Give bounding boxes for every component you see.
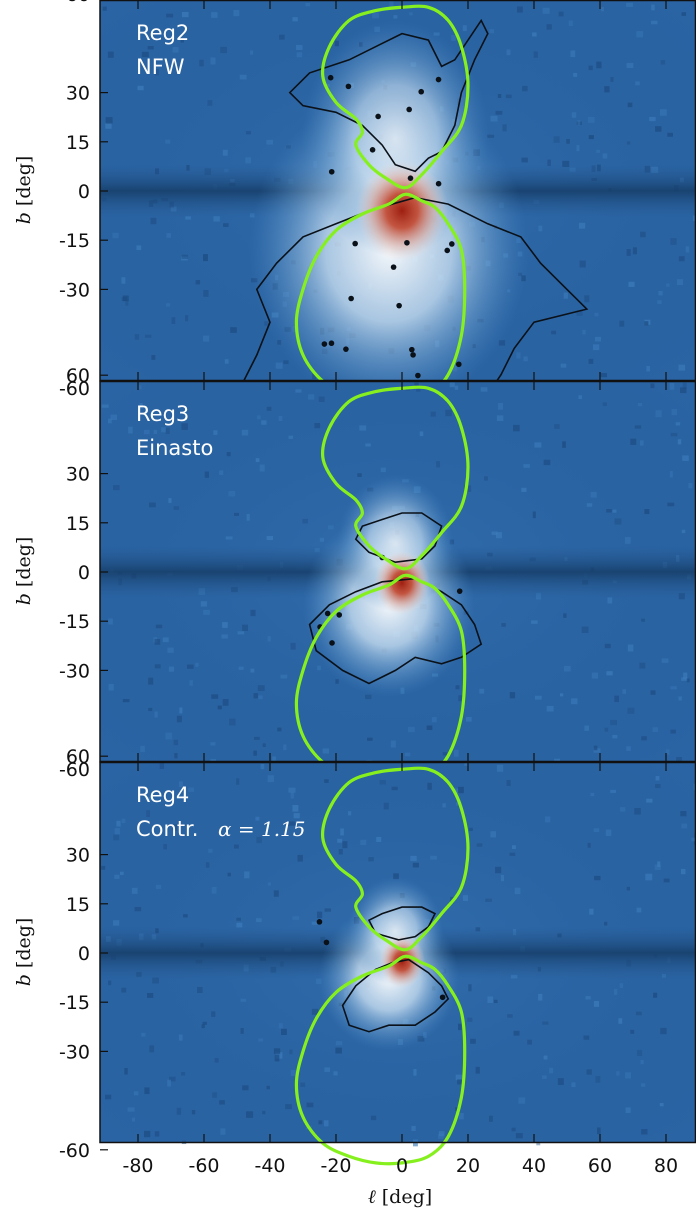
y-tick-label: -30: [59, 1041, 90, 1063]
significance-contour-north: [367, 906, 437, 941]
panel-profile-label: Contr.: [136, 817, 198, 841]
panel-reg3: -60 -30 -15 0 15 30 60 b [deg] Reg3 Einasto: [13, 365, 696, 785]
y-tick-label: 60: [66, 0, 90, 6]
masked-point-source: [404, 239, 410, 246]
x-tick-label: 60: [588, 1155, 612, 1177]
roi-outline-north: [320, 766, 470, 952]
y-axis-label: b [deg]: [13, 537, 35, 606]
masked-point-source: [407, 175, 414, 181]
roi-outline-north: [320, 385, 470, 571]
masked-point-source: [418, 88, 425, 95]
masked-point-source: [449, 241, 455, 247]
y-tick-label: 0: [78, 943, 90, 965]
y-tick-label: 30: [66, 464, 90, 486]
y-tick-label: -60: [59, 1140, 90, 1162]
y-tick-label: -15: [59, 611, 90, 633]
significance-contour-north: [288, 18, 489, 173]
significance-contour-south: [308, 577, 483, 685]
y-tick-label: 60: [66, 365, 90, 387]
x-tick-label: -40: [254, 1155, 285, 1177]
y-axis-label: b [deg]: [13, 918, 35, 987]
y-tick-label: 60: [66, 746, 90, 768]
excess-core: [374, 550, 430, 615]
panel-reg4: -60 -30 -15 0 15 30 60 b [deg] Reg4 Contr. α = 1.1…: [13, 746, 696, 1166]
masked-point-source: [455, 361, 462, 368]
masked-point-source: [410, 352, 416, 358]
masked-point-source: [435, 180, 442, 187]
masked-point-source: [336, 612, 343, 618]
y-tick-label: -30: [59, 279, 90, 301]
panel-profile-label: NFW: [136, 55, 185, 79]
masked-point-source: [343, 346, 349, 352]
masked-point-source: [369, 146, 376, 153]
masked-point-source: [316, 919, 323, 925]
y-tick-label: -60: [59, 759, 90, 781]
panels-group: -60 -30 -15 0 15 30 60 b [deg] Reg2 NFW -60 -30 -15 0…: [13, 0, 696, 1166]
significance-contour-north: [354, 512, 443, 564]
panel-reg2: -60 -30 -15 0 15 30 60 b [deg] Reg2 NFW: [13, 0, 696, 411]
y-tick-label: 0: [78, 181, 90, 203]
masked-point-source: [415, 372, 421, 379]
y-tick-label: -15: [59, 230, 90, 252]
y-tick-label: 15: [66, 513, 90, 535]
x-tick-label: 20: [456, 1155, 480, 1177]
roi-outline-north: [320, 4, 470, 190]
masked-point-source: [444, 247, 451, 254]
y-axis-label: b [deg]: [13, 156, 35, 225]
y-tick-label: 30: [66, 83, 90, 105]
masked-point-source: [435, 76, 442, 83]
excess-core: [356, 160, 448, 261]
y-tick-label: 0: [78, 562, 90, 584]
y-tick-label: 15: [66, 132, 90, 154]
panel-region-label: Reg2: [136, 21, 189, 45]
x-tick-label: -80: [122, 1155, 153, 1177]
panel-region-label: Reg4: [136, 783, 189, 807]
x-tick-label: -60: [188, 1155, 219, 1177]
masked-point-source: [390, 264, 397, 270]
panel-profile-math: α = 1.15: [218, 817, 306, 841]
masked-point-source: [323, 939, 330, 946]
masked-point-source: [328, 340, 335, 347]
y-tick-label: 30: [66, 845, 90, 867]
masked-point-source: [348, 295, 354, 302]
y-tick-label: 15: [66, 894, 90, 916]
masked-point-source: [352, 240, 358, 247]
masked-point-source: [329, 640, 335, 646]
masked-point-source: [409, 346, 415, 353]
y-tick-label: -30: [59, 660, 90, 682]
panel-region-label: Reg3: [136, 402, 189, 426]
y-tick-label: -15: [59, 992, 90, 1014]
masked-point-source: [439, 994, 446, 1001]
masked-point-source: [456, 588, 463, 594]
masked-point-source: [321, 341, 328, 347]
roi-outline-south: [294, 954, 467, 1166]
masked-point-source: [328, 168, 335, 175]
masked-point-source: [324, 610, 331, 617]
masked-point-source: [406, 106, 412, 113]
x-tick-label: 40: [522, 1155, 546, 1177]
masked-point-source: [327, 74, 334, 81]
x-tick-label: 80: [654, 1155, 678, 1177]
x-tick-label: 0: [396, 1155, 408, 1177]
masked-point-source: [396, 302, 402, 309]
x-axis: -80 -60 -40 -20 0 20 40 60 80 ℓ [deg]: [122, 1155, 678, 1208]
y-tick-label: -60: [59, 378, 90, 400]
x-axis-label: ℓ [deg]: [368, 1186, 432, 1208]
masked-point-source: [375, 113, 381, 120]
masked-point-source: [345, 83, 352, 90]
panel-profile-label: Einasto: [136, 436, 213, 460]
x-tick-label: -20: [320, 1155, 351, 1177]
